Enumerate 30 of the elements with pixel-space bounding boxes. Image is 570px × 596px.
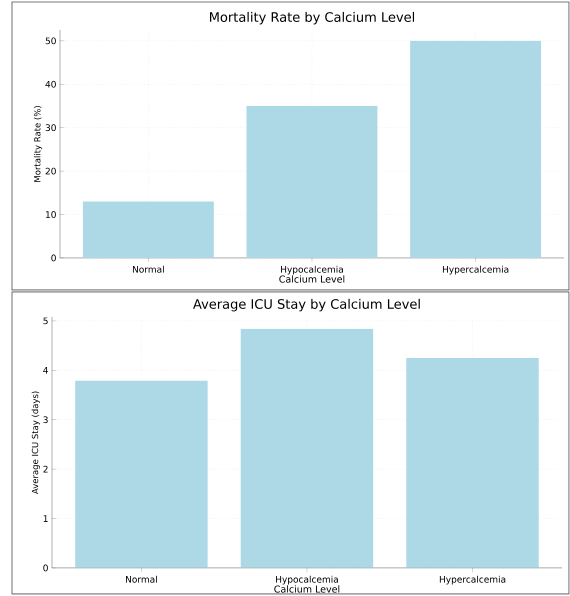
x-axis-title: Calcium Level [279,275,344,283]
y-axis-title: Average ICU Stay (days) [32,392,40,494]
bar [246,106,378,258]
y-tick-label: 20 [46,168,56,175]
bar [240,328,374,568]
x-tick-label: Hypocalcemia [276,576,338,584]
x-tick-label: Normal [132,266,164,273]
y-tick-label: 5 [43,318,48,324]
y-tick-label: 40 [45,80,56,88]
y-tick-label: 4 [43,367,48,374]
chart-title: Average ICU Stay by Calcium Level [193,298,420,312]
y-tick-label: 1 [44,515,48,522]
chart-title: Mortality Rate by Calcium Level [210,12,414,24]
x-tick-label: Hypercalcemia [442,266,508,274]
x-tick-label: Hypercalcemia [440,576,506,584]
y-tick-label: 10 [46,211,56,218]
y-tick-label: 3 [43,416,48,424]
bar [410,40,542,258]
x-tick-label: Hypocalcemia [281,266,343,274]
y-tick-label: 30 [46,124,56,132]
y-tick-label: 50 [46,37,56,44]
bar [82,202,214,258]
bar [406,358,539,568]
y-tick-label: 0 [43,564,48,572]
y-tick-label: 0 [51,254,56,262]
x-axis-title: Calcium Level [274,585,340,593]
y-tick-label: 2 [43,466,48,472]
x-tick-label: Normal [126,576,157,583]
bar [75,380,208,568]
y-axis-title: Mortality Rate (%) [34,106,42,182]
